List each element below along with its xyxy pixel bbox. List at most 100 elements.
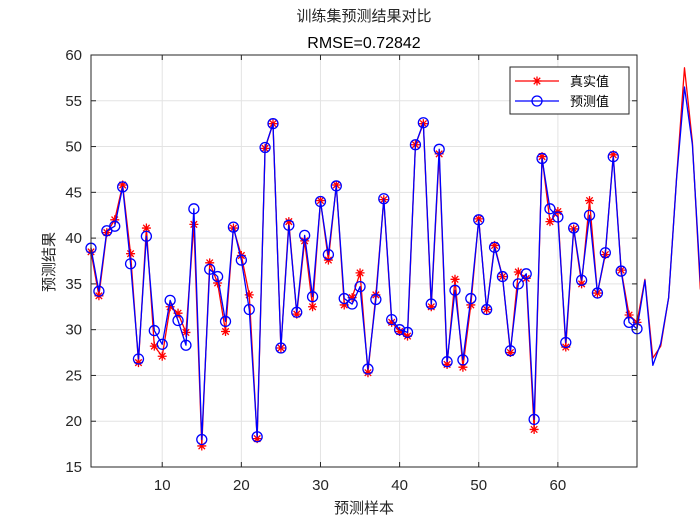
axes-box — [90, 54, 638, 468]
point-true-star — [474, 214, 484, 224]
x-tick-label: 50 — [470, 477, 487, 494]
point-true-star — [308, 302, 318, 312]
point-pred-circle — [449, 284, 461, 296]
point-pred-circle — [623, 316, 635, 328]
point-true-star — [141, 223, 151, 233]
point-pred-circle — [196, 433, 208, 446]
y-tick-label: 55 — [65, 93, 82, 110]
point-pred-circle — [473, 214, 485, 226]
point-true-star — [490, 240, 500, 250]
point-pred-circle — [370, 293, 382, 306]
point-pred-circle — [346, 298, 358, 310]
point-true-star — [426, 302, 436, 312]
point-pred-circle — [180, 339, 192, 351]
legend-box — [509, 66, 630, 115]
point-true-star — [608, 150, 618, 160]
point-pred-circle — [243, 303, 255, 316]
point-pred-circle — [306, 291, 319, 303]
point-pred-circle — [211, 270, 224, 283]
point-pred-circle — [488, 241, 501, 253]
point-pred-circle — [520, 268, 532, 280]
point-pred-circle — [219, 315, 232, 328]
point-pred-circle — [188, 203, 200, 215]
point-pred-circle — [417, 117, 429, 129]
point-true-star — [331, 180, 341, 190]
point-pred-circle — [140, 230, 153, 242]
point-pred-circle — [354, 280, 366, 293]
point-true-star — [505, 348, 515, 358]
point-pred-circle — [251, 431, 263, 443]
point-pred-circle — [291, 306, 303, 318]
point-pred-circle — [599, 247, 611, 259]
point-true-star — [173, 308, 183, 318]
point-pred-circle — [615, 265, 627, 277]
y-tick-label: 30 — [65, 322, 82, 339]
y-tick-label: 45 — [65, 184, 82, 201]
chart-subtitle: RMSE=0.72842 — [307, 35, 421, 52]
legend-star-shape — [532, 76, 542, 86]
point-pred-circle — [457, 354, 469, 366]
point-pred-circle — [552, 211, 564, 223]
point-pred-circle — [93, 285, 105, 297]
point-true-star — [458, 362, 468, 372]
series-line-pred — [90, 86, 700, 441]
point-pred-circle — [299, 229, 311, 242]
point-pred-circle — [607, 150, 619, 163]
point-true-star — [442, 359, 452, 369]
point-pred-circle — [393, 324, 406, 336]
point-true-star — [252, 434, 262, 444]
point-pred-circle — [117, 181, 129, 193]
y-tick-label: 50 — [65, 139, 82, 156]
point-true-star — [284, 217, 294, 227]
point-pred-circle — [283, 219, 295, 231]
point-pred-circle — [235, 254, 247, 266]
point-true-star — [513, 267, 523, 277]
point-pred-circle — [338, 292, 350, 305]
point-true-star — [118, 180, 128, 190]
point-true-star — [126, 249, 136, 259]
point-pred-circle — [536, 152, 548, 165]
y-tick-label: 40 — [65, 230, 82, 247]
point-pred-circle — [409, 139, 422, 151]
point-true-star — [181, 327, 191, 337]
x-tick-label: 10 — [154, 477, 171, 494]
point-pred-circle — [164, 294, 176, 307]
point-pred-circle — [512, 278, 524, 290]
point-pred-circle — [148, 324, 160, 337]
tick-marks — [91, 54, 637, 468]
point-pred-circle — [481, 303, 493, 316]
point-true-star — [292, 309, 302, 319]
point-pred-circle — [528, 413, 540, 426]
point-pred-circle — [591, 287, 604, 299]
point-pred-circle — [109, 220, 121, 232]
point-true-star — [165, 302, 175, 312]
point-true-star — [403, 331, 413, 341]
point-true-star — [221, 326, 231, 336]
point-pred-circle — [362, 363, 374, 375]
point-pred-circle — [401, 326, 414, 339]
point-true-star — [529, 424, 539, 434]
x-tick-label: 20 — [233, 477, 250, 494]
y-axis-label: 预测结果 — [40, 232, 58, 292]
y-tick-label: 15 — [65, 459, 82, 476]
point-pred-circle — [314, 195, 327, 208]
series-pred — [85, 86, 700, 446]
x-tick-label: 30 — [312, 477, 329, 494]
x-axis-label: 预测样本 — [334, 499, 394, 517]
point-pred-circle — [204, 263, 216, 275]
point-pred-circle — [575, 274, 588, 286]
x-tick-label: 60 — [550, 477, 567, 494]
point-true-star — [149, 341, 159, 351]
point-true-star — [363, 368, 373, 378]
point-true-star — [339, 300, 349, 310]
point-true-star — [450, 274, 460, 284]
point-pred-circle — [267, 118, 279, 130]
point-pred-circle — [330, 180, 342, 192]
point-true-star — [624, 310, 634, 320]
point-true-star — [545, 217, 555, 227]
series-layer — [85, 67, 700, 451]
plot-area — [91, 55, 637, 467]
point-pred-circle — [378, 193, 390, 205]
point-true-star — [205, 258, 215, 268]
